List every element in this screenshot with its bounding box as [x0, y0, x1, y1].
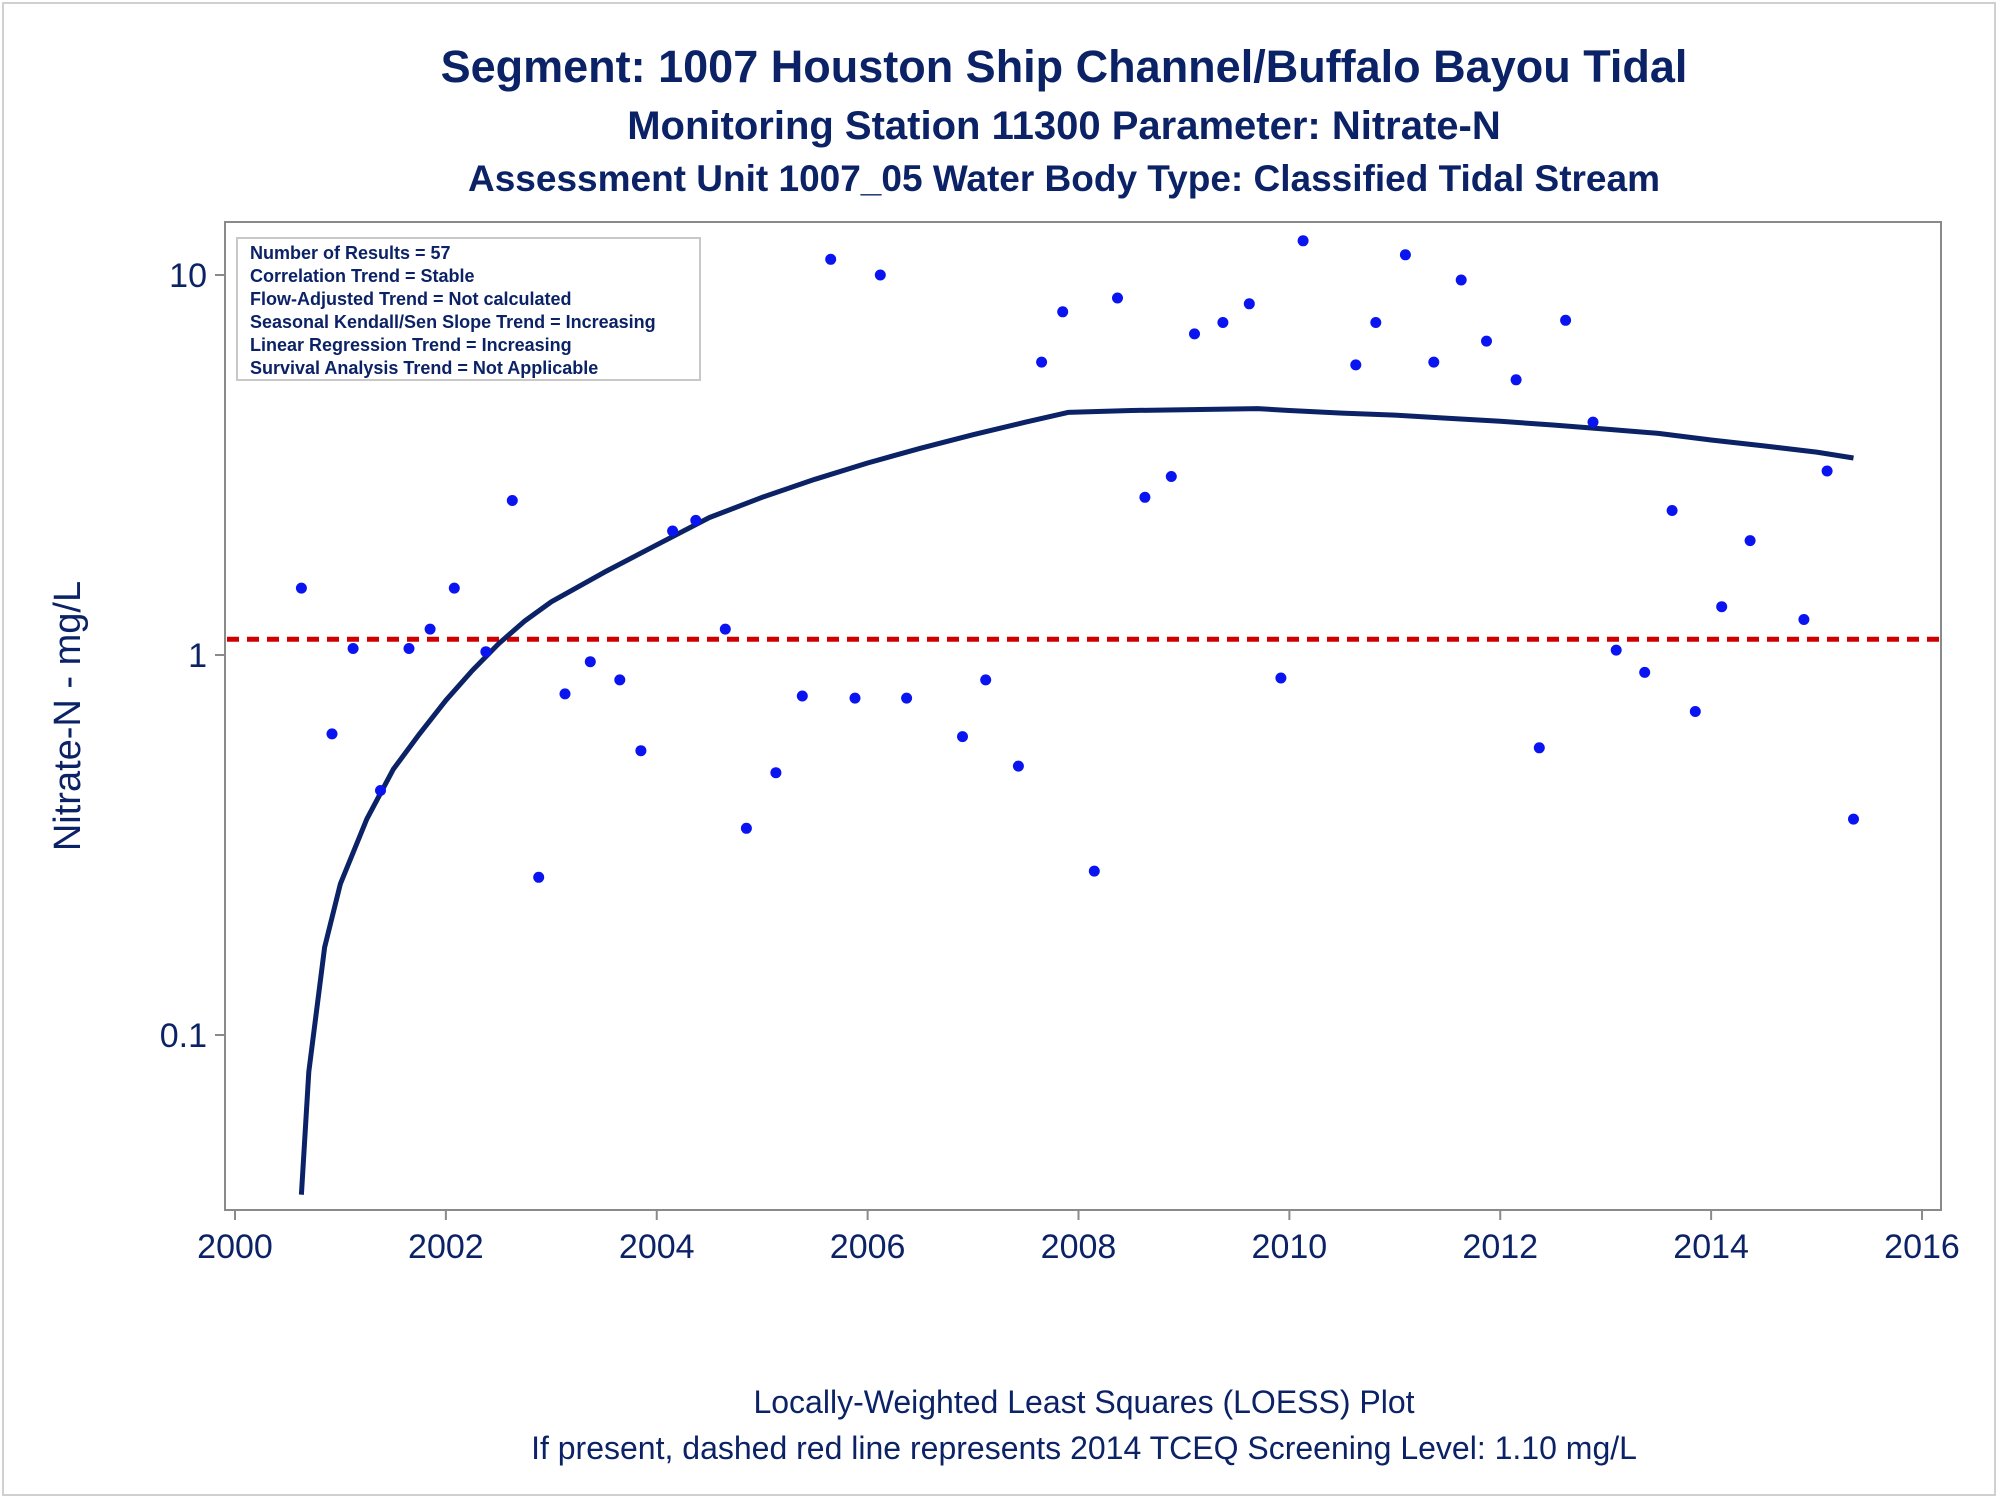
inset-line: Seasonal Kendall/Sen Slope Trend = Incre… [250, 312, 656, 332]
chart-subtitle: Monitoring Station 11300 Parameter: Nitr… [627, 104, 1501, 148]
x-tick-label: 2000 [197, 1228, 273, 1266]
data-point [1088, 865, 1100, 877]
y-tick-label: 1 [188, 637, 207, 675]
data-point [448, 582, 460, 594]
stats-inset-box [236, 237, 701, 381]
stats-inset: Number of Results = 57 Correlation Trend… [236, 237, 701, 381]
y-tick-label: 0.1 [160, 1017, 207, 1055]
data-point [1744, 535, 1756, 547]
data-point [1848, 813, 1859, 825]
data-point [584, 656, 596, 668]
data-point [1399, 249, 1411, 261]
data-point [1481, 335, 1492, 347]
data-point [1350, 359, 1362, 371]
chart-title: Segment: 1007 Houston Ship Channel/Buffa… [441, 41, 1688, 92]
y-tick-label: 10 [169, 257, 207, 295]
data-point [1533, 742, 1545, 754]
data-point [874, 269, 886, 281]
loess-chart: Segment: 1007 Houston Ship Channel/Buffa… [47, 41, 1960, 1466]
data-point [1012, 760, 1024, 772]
data-point [1798, 614, 1810, 625]
x-tick-label: 2006 [830, 1228, 906, 1266]
data-point [957, 731, 968, 743]
data-point [1297, 235, 1309, 247]
x-tick-label: 2002 [408, 1228, 484, 1266]
data-point [506, 495, 518, 506]
data-point [719, 623, 731, 635]
inset-line: Linear Regression Trend = Increasing [250, 335, 572, 355]
data-point [1821, 465, 1833, 477]
data-point [667, 525, 679, 537]
inset-line: Correlation Trend = Stable [250, 266, 475, 286]
data-point [825, 253, 837, 265]
x-axis: 2000 2002 2004 2006 2008 2010 2012 2014 2016 [197, 1210, 1960, 1266]
data-point [295, 582, 307, 594]
data-point [1057, 306, 1069, 318]
x-tick-label: 2016 [1884, 1228, 1960, 1266]
data-point [1217, 317, 1229, 328]
data-point [690, 514, 702, 526]
inset-line: Flow-Adjusted Trend = Not calculated [250, 289, 572, 309]
data-point [1560, 314, 1572, 326]
data-point [770, 767, 782, 779]
x-tick-label: 2012 [1462, 1228, 1538, 1266]
data-point [1275, 672, 1287, 684]
data-point [796, 690, 808, 702]
data-point [1370, 317, 1382, 328]
data-point [1610, 644, 1622, 656]
data-point [1587, 416, 1599, 428]
data-point [347, 643, 359, 654]
data-point [740, 822, 752, 834]
data-point [480, 646, 492, 658]
data-point [1455, 274, 1467, 286]
data-point [1165, 471, 1177, 482]
data-point [1139, 491, 1151, 503]
footnote-method: Locally-Weighted Least Squares (LOESS) P… [753, 1384, 1414, 1420]
data-point [849, 692, 861, 704]
data-point [1716, 601, 1728, 613]
data-point [901, 692, 913, 704]
x-tick-label: 2010 [1252, 1228, 1328, 1266]
data-point [980, 674, 992, 686]
data-point [533, 871, 545, 883]
data-point [326, 728, 338, 740]
inset-line: Number of Results = 57 [250, 243, 451, 263]
y-axis-label: Nitrate-N - mg/L [47, 581, 89, 851]
data-point [1036, 356, 1048, 368]
data-point [1689, 706, 1701, 717]
data-point [614, 674, 626, 686]
inset-line: Survival Analysis Trend = Not Applicable [250, 358, 598, 378]
y-axis: 0.1 1 10 [160, 257, 225, 1055]
data-point [1189, 328, 1200, 340]
data-point [403, 643, 415, 654]
data-point [1112, 292, 1123, 304]
data-point [375, 785, 386, 796]
x-tick-label: 2014 [1673, 1228, 1749, 1266]
plot-marks [227, 235, 1939, 1195]
loess-curve [298, 406, 1854, 1195]
data-point [1639, 666, 1651, 678]
data-point [635, 745, 647, 757]
plot-area [224, 221, 1942, 1211]
data-point [559, 688, 571, 700]
x-tick-label: 2008 [1041, 1228, 1117, 1266]
data-point [1428, 356, 1440, 368]
x-tick-label: 2004 [619, 1228, 695, 1266]
data-point [1666, 505, 1678, 516]
data-point [424, 623, 436, 635]
data-point [1510, 374, 1522, 386]
footnote-screening: If present, dashed red line represents 2… [531, 1430, 1637, 1466]
data-point [1243, 298, 1255, 310]
chart-subtitle-2: Assessment Unit 1007_05 Water Body Type:… [468, 158, 1660, 199]
